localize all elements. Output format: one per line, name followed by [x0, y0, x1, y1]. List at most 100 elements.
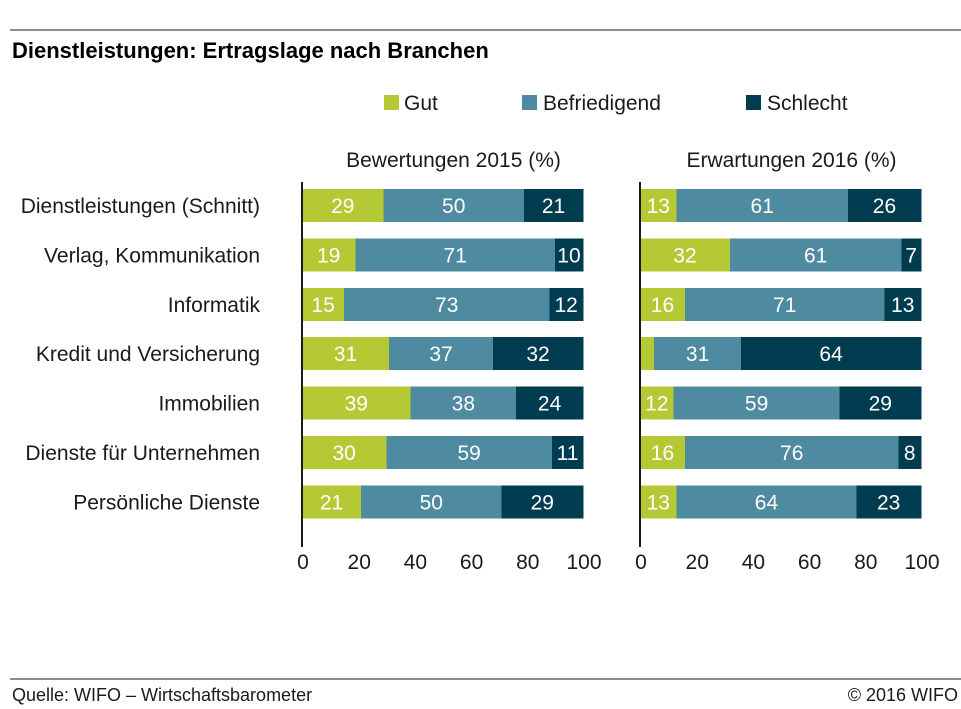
- legend-swatch-schlecht: [746, 95, 761, 110]
- data-label: 37: [429, 343, 452, 366]
- x-tick-label: 60: [460, 551, 483, 574]
- bar-segment-schlecht: [554, 238, 584, 272]
- data-label: 13: [647, 195, 670, 218]
- data-label: 64: [755, 491, 779, 514]
- data-label: 21: [320, 491, 343, 514]
- data-label: 29: [531, 491, 554, 514]
- bar-segment-gut: [302, 189, 384, 222]
- source-note: Quelle: WIFO – Wirtschaftsbarometer: [12, 685, 312, 705]
- bar-segment-gut: [640, 189, 677, 222]
- data-label: 29: [331, 195, 354, 218]
- bar-segment-gut: [640, 485, 677, 519]
- data-label: 50: [420, 491, 443, 514]
- bar-row: 39 38 24: [302, 386, 584, 420]
- bar-segment-schlecht: [741, 337, 922, 371]
- legend-item-gut: Gut: [384, 92, 438, 115]
- legend-item-befriedigend: Befriedigend: [522, 92, 661, 115]
- bar-segment-befriedigend: [389, 337, 494, 371]
- x-tick-label: 20: [348, 551, 371, 574]
- bar-segment-befriedigend: [684, 436, 899, 469]
- x-tick-label: 100: [904, 551, 939, 574]
- bar-segment-schlecht: [884, 287, 922, 321]
- bar-segment-befriedigend: [361, 485, 502, 519]
- data-label: 71: [773, 294, 796, 317]
- x-tick-label: 80: [516, 551, 539, 574]
- data-label: 10: [557, 244, 580, 267]
- chart-title: Dienstleistungen: Ertragslage nach Branc…: [12, 38, 489, 63]
- x-tick-label: 0: [297, 551, 309, 574]
- bar-segment-schlecht: [516, 386, 584, 420]
- bar-segment-schlecht: [552, 436, 584, 469]
- bar-row: 13 61 26: [640, 189, 922, 222]
- data-label: 21: [542, 195, 565, 218]
- data-label: 16: [651, 442, 674, 465]
- bar-segment-schlecht: [847, 189, 922, 222]
- data-label: 30: [332, 442, 355, 465]
- data-label: 16: [651, 294, 674, 317]
- bar-segment-gut: [302, 238, 356, 272]
- bar-segment-befriedigend: [673, 386, 840, 420]
- bar-segment-befriedigend: [386, 436, 553, 469]
- bar-segment-gut: [302, 485, 362, 519]
- legend-item-schlecht: Schlecht: [746, 92, 848, 115]
- data-label: 31: [334, 343, 357, 366]
- data-label: 12: [554, 294, 577, 317]
- category-label: Persönliche Dienste: [73, 491, 260, 514]
- bar-segment-gut: [640, 238, 731, 272]
- legend-swatch-befriedigend: [522, 95, 537, 110]
- bar-segment-befriedigend: [684, 287, 885, 321]
- data-label: 15: [311, 294, 334, 317]
- legend-label-schlecht: Schlecht: [767, 92, 848, 115]
- legend-label-befriedigend: Befriedigend: [543, 92, 661, 115]
- x-tick-label: 40: [404, 551, 427, 574]
- data-label: 71: [443, 244, 466, 267]
- bar-segment-gut: [302, 436, 387, 469]
- legend-label-gut: Gut: [404, 92, 438, 115]
- bar-row: 29 50 21: [302, 189, 584, 222]
- bar-segment-schlecht: [901, 238, 922, 272]
- data-label: 19: [317, 244, 340, 267]
- bar-segment-gut: [302, 386, 411, 420]
- bar-segment-gut: [640, 436, 686, 469]
- bar-row: 13 64 23: [640, 485, 922, 519]
- x-tick-label: 40: [742, 551, 765, 574]
- bar-segment-schlecht: [523, 189, 584, 222]
- bar-row: 15 73 12: [302, 287, 584, 321]
- bar-segment-befriedigend: [676, 485, 857, 519]
- data-label: 26: [873, 195, 896, 218]
- data-label: 32: [673, 244, 696, 267]
- data-label: 64: [819, 343, 843, 366]
- bar-row: 31 64: [640, 337, 922, 371]
- category-label: Dienste für Unternehmen: [25, 442, 260, 465]
- data-label: 38: [452, 393, 475, 416]
- bar-row: 12 59 29: [640, 386, 922, 420]
- category-label: Dienstleistungen (Schnitt): [21, 195, 260, 218]
- plot-area: Dienstleistungen (Schnitt) Verlag, Kommun…: [21, 149, 940, 574]
- x-tick-label: 100: [566, 551, 601, 574]
- bar-row: 21 50 29: [302, 485, 584, 519]
- data-label: 29: [869, 393, 892, 416]
- data-label: 76: [780, 442, 803, 465]
- bar-row: 16 71 13: [640, 287, 922, 321]
- data-label: 12: [645, 393, 668, 416]
- data-label: 24: [538, 393, 562, 416]
- bar-segment-schlecht: [493, 337, 584, 371]
- data-label: 50: [442, 195, 465, 218]
- bar-segment-schlecht: [856, 485, 922, 519]
- bar-segment-schlecht: [898, 436, 922, 469]
- copyright-note: © 2016 WIFO: [848, 685, 958, 705]
- legend-swatch-gut: [384, 95, 399, 110]
- category-labels: Dienstleistungen (Schnitt) Verlag, Kommun…: [21, 195, 261, 514]
- data-label: 59: [745, 393, 768, 416]
- panel-erwartungen-2016: Erwartungen 2016 (%) 13 61 26 32 61 7 16 71 13 31 6…: [635, 149, 939, 574]
- bar-segment-gut: [302, 287, 345, 321]
- data-label: 39: [345, 393, 368, 416]
- category-label: Informatik: [168, 294, 261, 317]
- bar-segment-befriedigend: [410, 386, 517, 420]
- bar-segment-befriedigend: [355, 238, 556, 272]
- data-label: 59: [458, 442, 481, 465]
- bar-segment-schlecht: [839, 386, 922, 420]
- bar-segment-befriedigend: [383, 189, 525, 222]
- bar-segment-gut: [302, 337, 390, 371]
